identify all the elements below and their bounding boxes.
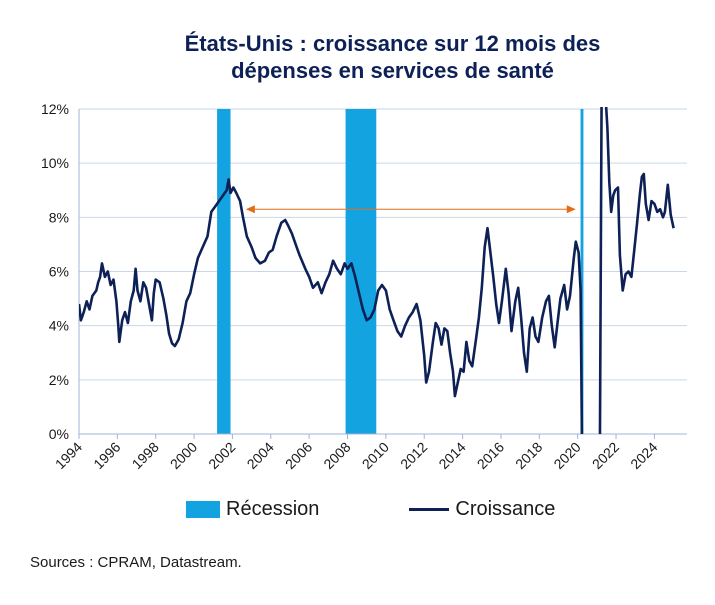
legend-item-recession: Récession bbox=[186, 498, 319, 521]
recession-bar bbox=[217, 109, 231, 434]
arrow-head-left bbox=[245, 205, 255, 214]
x-tick-label: 2006 bbox=[282, 439, 315, 472]
series-layer bbox=[79, 107, 675, 434]
x-tick-label: 2014 bbox=[435, 439, 468, 472]
x-tick-label: 1998 bbox=[128, 439, 161, 472]
grid-layer bbox=[79, 108, 687, 381]
y-tick-label: 0% bbox=[49, 426, 69, 442]
x-tick-label: 2012 bbox=[397, 439, 430, 472]
x-tick-label: 1996 bbox=[90, 439, 123, 472]
x-tick-label: 2018 bbox=[512, 439, 545, 472]
x-tick-label: 2002 bbox=[205, 439, 238, 472]
legend-label-growth: Croissance bbox=[455, 498, 556, 520]
legend-swatch-growth bbox=[409, 508, 450, 511]
legend: Récession Croissance bbox=[186, 498, 645, 521]
y-tick-label: 8% bbox=[49, 209, 69, 225]
recession-bar bbox=[345, 109, 377, 434]
series-line-croissance bbox=[79, 107, 675, 434]
legend-swatch-recession bbox=[186, 501, 220, 518]
x-tick-label: 2022 bbox=[589, 439, 622, 472]
y-tick-label: 10% bbox=[41, 155, 69, 171]
legend-label-recession: Récession bbox=[226, 498, 320, 520]
recession-bar bbox=[580, 109, 584, 434]
x-tick-label: 2010 bbox=[359, 439, 392, 472]
y-tick-label: 6% bbox=[49, 264, 69, 280]
x-tick-label: 2020 bbox=[550, 439, 583, 472]
annotation-arrow bbox=[245, 205, 576, 214]
chart-title: États-Unis : croissance sur 12 mois des … bbox=[0, 30, 715, 84]
x-tick-label: 1994 bbox=[52, 439, 85, 472]
x-tick-label: 2008 bbox=[320, 439, 353, 472]
chart-title-line2: dépenses en services de santé bbox=[231, 58, 554, 83]
legend-item-growth: Croissance bbox=[409, 498, 555, 521]
x-tick-label: 2004 bbox=[244, 439, 277, 472]
y-tick-label: 4% bbox=[49, 318, 69, 334]
arrow-head-right bbox=[566, 205, 576, 214]
chart-title-line1: États-Unis : croissance sur 12 mois des bbox=[184, 31, 601, 56]
x-tick-label: 2024 bbox=[627, 439, 660, 472]
x-tick-label: 2016 bbox=[474, 439, 507, 472]
x-tick-label: 2000 bbox=[167, 439, 200, 472]
source-note: Sources : CPRAM, Datastream. bbox=[30, 554, 242, 571]
y-tick-label: 2% bbox=[49, 372, 69, 388]
y-tick-label: 12% bbox=[41, 101, 69, 117]
